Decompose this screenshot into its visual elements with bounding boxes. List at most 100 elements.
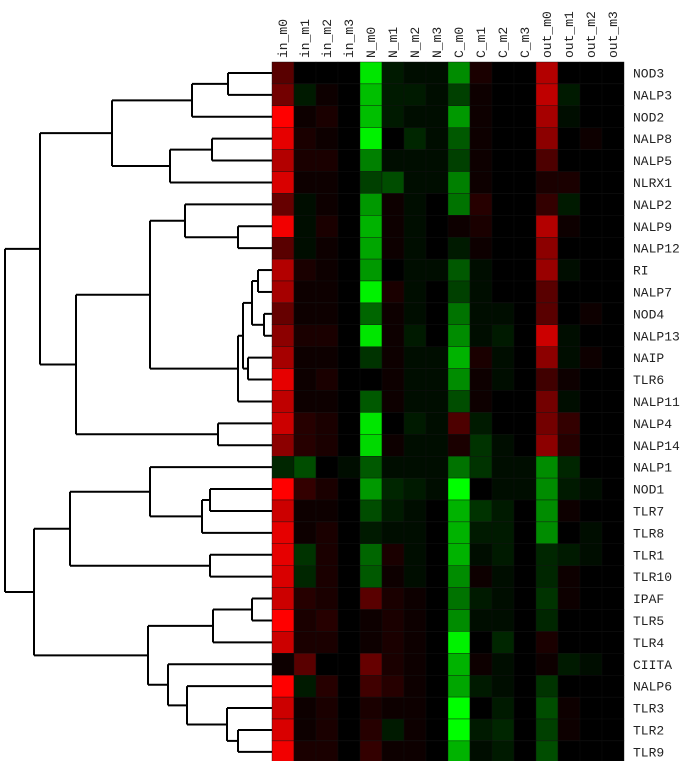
row-label: TLR2 (633, 723, 664, 738)
heatmap-cell (557, 324, 581, 347)
heatmap-cell (425, 236, 449, 260)
row-label: CIITA (633, 658, 672, 673)
heatmap-cell (271, 434, 295, 457)
heatmap-cell (447, 105, 471, 128)
heatmap-cell (513, 346, 537, 369)
heatmap-cell (535, 171, 559, 194)
heatmap-cell (601, 171, 625, 194)
heatmap-cell (579, 193, 603, 216)
heatmap-cell (359, 324, 383, 347)
row-label: RI (633, 264, 649, 279)
heatmap-cell (579, 346, 603, 369)
heatmap-cell (315, 587, 339, 610)
heatmap-cell (315, 149, 339, 172)
heatmap-cell (491, 346, 515, 369)
heatmap-cell (403, 675, 427, 698)
heatmap-cell (535, 521, 559, 545)
column-label: in_m1 (298, 19, 313, 58)
heatmap-cell (381, 258, 405, 282)
heatmap-cell (491, 477, 515, 501)
heatmap-cell (557, 390, 581, 413)
heatmap-cell (425, 675, 449, 698)
heatmap-cell (601, 193, 625, 216)
row-label: NALP3 (633, 88, 672, 103)
heatmap-cell (381, 171, 405, 194)
column-label: N_m3 (430, 27, 445, 58)
heatmap-cell (381, 521, 405, 545)
heatmap-cell (535, 61, 559, 85)
heatmap-cell (513, 390, 537, 413)
heatmap-cell (469, 740, 493, 761)
row-label: NALP6 (633, 680, 672, 695)
row-label: NAIP (633, 351, 664, 366)
heatmap-cell (469, 609, 493, 632)
heatmap-cell (491, 499, 515, 523)
heatmap-cell (337, 631, 361, 654)
heatmap-cell (271, 718, 295, 742)
heatmap-cell (425, 324, 449, 347)
heatmap-cell (403, 631, 427, 654)
heatmap-cell (403, 105, 427, 128)
heatmap-cell (359, 718, 383, 742)
row-label: NALP12 (633, 242, 680, 257)
heatmap-cell (315, 718, 339, 742)
row-label: NALP5 (633, 154, 672, 169)
heatmap-cell (557, 565, 581, 588)
heatmap-cell (491, 434, 515, 457)
heatmap-cell (491, 653, 515, 676)
column-label: C_m0 (452, 27, 467, 58)
heatmap-cell (315, 105, 339, 128)
heatmap-cell (425, 477, 449, 501)
heatmap-cell (425, 696, 449, 720)
heatmap-cell (315, 368, 339, 391)
row-label: NALP11 (633, 395, 680, 410)
heatmap-cell (293, 412, 317, 435)
heatmap-cell (403, 718, 427, 742)
heatmap-cell (337, 696, 361, 720)
row-label: NALP4 (633, 417, 672, 432)
heatmap-cell (601, 324, 625, 347)
heatmap-cell (293, 565, 317, 588)
heatmap-cell (601, 390, 625, 413)
heatmap-cell (469, 521, 493, 545)
heatmap-cell (447, 653, 471, 676)
heatmap-cell (359, 434, 383, 457)
heatmap-cell (579, 83, 603, 107)
heatmap-cell (601, 105, 625, 128)
heatmap-cell (447, 718, 471, 742)
heatmap-cell (513, 675, 537, 698)
heatmap-cell (535, 258, 559, 282)
heatmap-cell (425, 302, 449, 325)
heatmap-cell (271, 83, 295, 107)
heatmap-cell (491, 390, 515, 413)
heatmap-cell (315, 653, 339, 676)
heatmap-cell (579, 258, 603, 282)
heatmap-cell (513, 631, 537, 654)
heatmap-cell (337, 740, 361, 761)
heatmap-cell (535, 631, 559, 654)
heatmap-cell (359, 236, 383, 260)
heatmap-cell (403, 171, 427, 194)
heatmap-cell (337, 434, 361, 457)
heatmap-cell (491, 171, 515, 194)
heatmap-cell (557, 609, 581, 632)
heatmap-cell (315, 543, 339, 566)
heatmap-cell (315, 412, 339, 435)
heatmap-cell (601, 565, 625, 588)
heatmap-cell (491, 236, 515, 260)
heatmap-cell (601, 368, 625, 391)
row-label: TLR4 (633, 636, 664, 651)
heatmap-cell (535, 193, 559, 216)
heatmap-cell (601, 412, 625, 435)
heatmap-cell (425, 631, 449, 654)
heatmap-cell (557, 280, 581, 304)
heatmap-cell (403, 565, 427, 588)
heatmap-cell (359, 368, 383, 391)
heatmap-cell (535, 653, 559, 676)
heatmap-cell (535, 477, 559, 501)
heatmap-cell (293, 171, 317, 194)
heatmap-cell (447, 215, 471, 238)
heatmap-cell (557, 543, 581, 566)
heatmap-cell (425, 412, 449, 435)
heatmap-cell (403, 390, 427, 413)
